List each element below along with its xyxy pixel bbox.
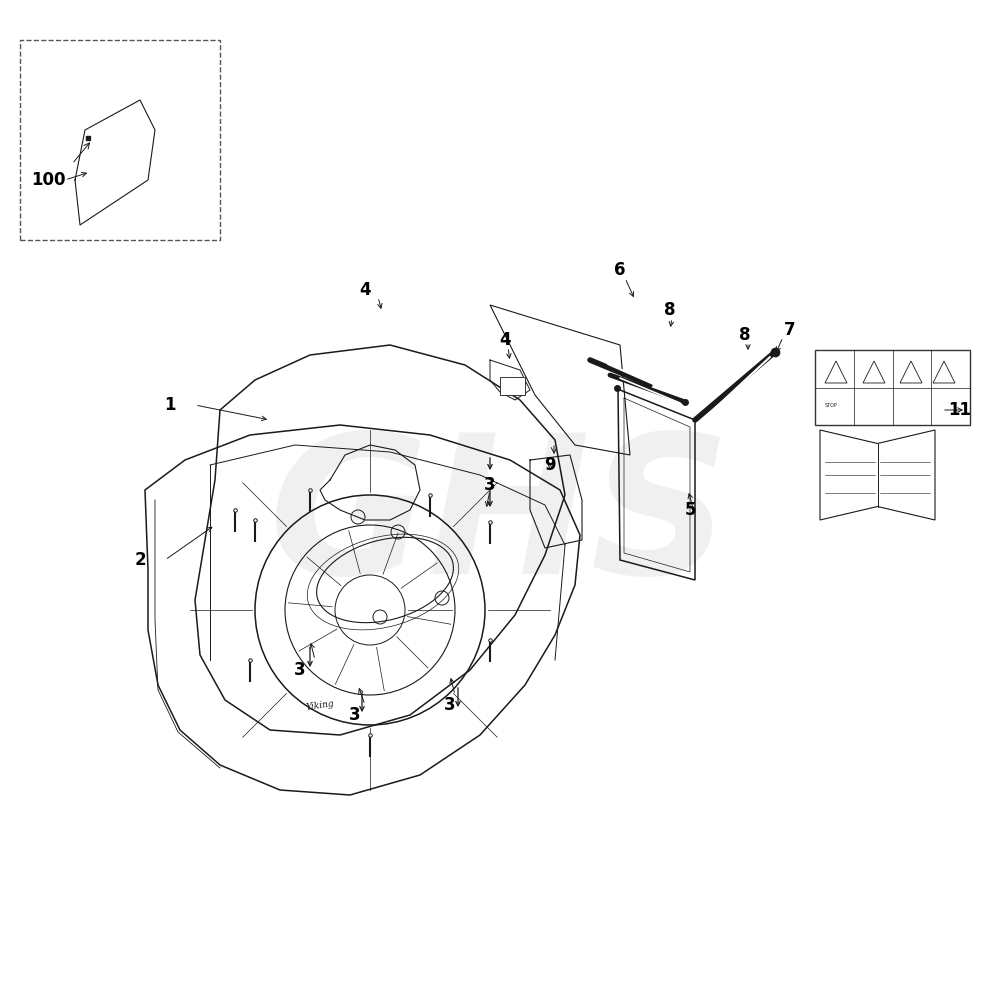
Text: 5: 5 — [684, 501, 696, 519]
Text: 11: 11 — [948, 401, 972, 419]
Text: 3: 3 — [294, 661, 306, 679]
Bar — [815, 350, 970, 425]
Bar — [20, 40, 220, 240]
Text: 3: 3 — [349, 706, 361, 724]
Text: 4: 4 — [499, 331, 511, 349]
Text: 2: 2 — [134, 551, 146, 569]
Text: GHS: GHS — [269, 426, 731, 614]
Text: 8: 8 — [664, 301, 676, 319]
Text: 7: 7 — [784, 321, 796, 339]
Text: 4: 4 — [359, 281, 371, 299]
Text: 9: 9 — [544, 456, 556, 474]
Bar — [500, 377, 525, 395]
Text: 1: 1 — [164, 396, 176, 414]
Text: Yiking: Yiking — [305, 699, 335, 712]
Text: STOP: STOP — [825, 403, 838, 408]
Text: 100: 100 — [31, 171, 65, 189]
Text: 8: 8 — [739, 326, 751, 344]
Text: 3: 3 — [444, 696, 456, 714]
Text: 6: 6 — [614, 261, 626, 279]
Text: 3: 3 — [484, 476, 496, 494]
